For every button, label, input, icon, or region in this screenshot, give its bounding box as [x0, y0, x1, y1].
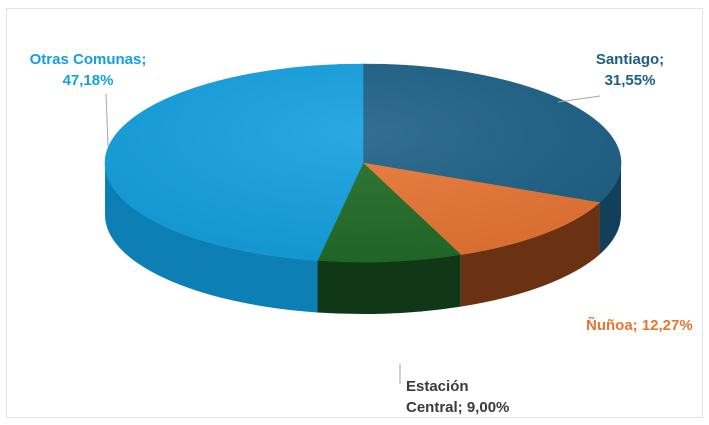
leader-line-santiago [557, 95, 601, 103]
leader-line-otras-comunas [105, 93, 109, 147]
slice-label-estacion-central-line1: Estación [406, 378, 469, 395]
slice-label-otras-comunas-line2: 47,18% [63, 72, 114, 89]
pie-slice-sides [104, 163, 621, 315]
slice-side-otras-comunas [104, 163, 318, 313]
pie-slice-tops [104, 63, 622, 263]
slice-label-estacion-central-line2: Central; 9,00% [406, 399, 509, 416]
pie-top-shading [105, 64, 621, 262]
slice-label-santiago-line1: Santiago; [596, 51, 664, 68]
slice-label-otras-comunas-line1: Otras Comunas; [30, 51, 147, 68]
slice-side-nunoa [460, 202, 600, 307]
slice-labels: Santiago; 31,55% Ñuñoa; 12,27% Estación Cent… [30, 51, 693, 416]
leader-lines [105, 93, 601, 384]
slice-side-santiago [599, 163, 621, 255]
slice-label-santiago-line2: 31,55% [605, 72, 656, 89]
slice-label-nunoa-line1: Ñuñoa; 12,27% [586, 316, 693, 334]
slice-side-estacion-central [317, 254, 461, 315]
